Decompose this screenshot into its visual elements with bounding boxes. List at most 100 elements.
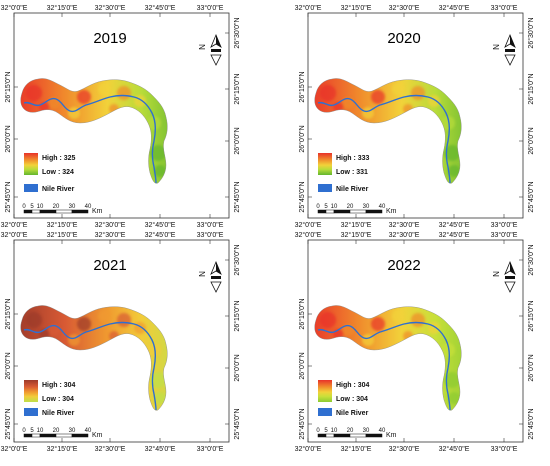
scale-tick-label: 0	[316, 204, 320, 210]
scale-tick-label: 10	[331, 428, 338, 434]
longitude-label-bottom: 32°15'0"E	[47, 445, 78, 453]
scale-tick-label: 5	[324, 428, 328, 434]
longitude-label-top: 32°30'0"E	[95, 4, 126, 12]
longitude-label-bottom: 32°15'0"E	[47, 221, 78, 229]
longitude-label-bottom: 32°30'0"E	[95, 221, 126, 229]
longitude-label-bottom: 32°45'0"E	[145, 445, 176, 453]
longitude-label-bottom: 32°0'0"E	[295, 445, 322, 453]
scale-tick-label: 5	[30, 428, 34, 434]
value-legend: High : 304 Low : 304	[318, 380, 370, 403]
longitude-label-bottom: 32°30'0"E	[95, 445, 126, 453]
longitude-label-bottom: 33°0'0"E	[197, 221, 224, 229]
latitude-label-left: 26°15'0"N	[298, 298, 306, 329]
nile-river-line	[317, 94, 451, 184]
map-year-title: 2020	[387, 30, 420, 47]
scale-tick-label: 40	[379, 204, 386, 210]
latitude-label-right: 26°0'0"N	[233, 127, 241, 154]
scale-unit-label: Km	[386, 208, 397, 215]
map-frame	[13, 12, 230, 219]
legend-low-label: Low : 304	[42, 396, 74, 403]
latitude-label-right: 26°15'0"N	[527, 300, 535, 331]
latitude-label-left: 25°45'0"N	[4, 408, 12, 439]
top-longitude-labels: 32°0'0"E 32°15'0"E 32°30'0"E 32°45'0"E 33°0'…	[1, 4, 224, 12]
latitude-label-right: 26°15'0"N	[233, 300, 241, 331]
longitude-label-bottom: 32°45'0"E	[439, 445, 470, 453]
longitude-label-top: 32°15'0"E	[47, 4, 78, 12]
map-panel-2019: 2019 N High : 325 Low : 324 Nile River 0 5 10 20…	[1, 4, 241, 229]
scale-tick-label: 5	[30, 204, 34, 210]
latitude-label-right: 26°0'0"N	[527, 354, 535, 381]
longitude-label-bottom: 32°0'0"E	[1, 445, 28, 453]
scale-tick-label: 0	[316, 428, 320, 434]
longitude-label-top: 32°0'0"E	[295, 231, 322, 239]
scale-tick-label: 5	[324, 204, 328, 210]
legend-high-label: High : 333	[336, 155, 370, 162]
longitude-label-bottom: 32°30'0"E	[389, 221, 420, 229]
longitude-label-top: 32°0'0"E	[295, 4, 322, 12]
scale-tick-label: 10	[37, 204, 44, 210]
longitude-label-top: 32°15'0"E	[341, 4, 372, 12]
latitude-label-left: 26°0'0"N	[4, 125, 12, 152]
top-longitude-labels: 32°0'0"E 32°15'0"E 32°30'0"E 32°45'0"E 33°0'…	[295, 231, 518, 239]
scale-tick-label: 10	[331, 204, 338, 210]
longitude-label-bottom: 33°0'0"E	[197, 445, 224, 453]
longitude-label-bottom: 32°45'0"E	[145, 221, 176, 229]
legend-low-label: Low : 324	[42, 169, 74, 176]
river-legend: Nile River	[318, 184, 369, 193]
legend-high-label: High : 304	[336, 382, 370, 389]
longitude-label-top: 32°0'0"E	[1, 231, 28, 239]
river-legend: Nile River	[24, 184, 75, 193]
north-arrow-icon: N	[198, 33, 222, 66]
scale-tick-label: 30	[363, 428, 370, 434]
river-legend-label: Nile River	[42, 410, 75, 417]
value-legend: High : 304 Low : 304	[24, 380, 76, 403]
map-year-title: 2021	[93, 257, 126, 274]
longitude-label-top: 32°0'0"E	[1, 4, 28, 12]
top-longitude-labels: 32°0'0"E 32°15'0"E 32°30'0"E 32°45'0"E 33°0'…	[1, 231, 224, 239]
latitude-label-right: 26°0'0"N	[527, 127, 535, 154]
bottom-longitude-labels: 32°0'0"E 32°15'0"E 32°30'0"E 32°45'0"E 33°0'…	[295, 445, 518, 453]
scale-tick-label: 30	[363, 204, 370, 210]
map-year-title: 2019	[93, 30, 126, 47]
scale-tick-label: 0	[22, 428, 26, 434]
longitude-label-top: 32°15'0"E	[341, 231, 372, 239]
longitude-label-bottom: 32°15'0"E	[341, 445, 372, 453]
longitude-label-bottom: 32°15'0"E	[341, 221, 372, 229]
legend-low-label: Low : 331	[336, 169, 368, 176]
scale-tick-label: 10	[37, 428, 44, 434]
scale-tick-label: 30	[69, 204, 76, 210]
scale-tick-label: 0	[22, 204, 26, 210]
legend-high-label: High : 304	[42, 382, 76, 389]
latitude-label-right: 26°30'0"N	[527, 244, 535, 275]
longitude-label-top: 32°15'0"E	[47, 231, 78, 239]
scale-unit-label: Km	[92, 432, 103, 439]
latitude-label-right: 25°45'0"N	[527, 408, 535, 439]
river-legend: Nile River	[24, 408, 75, 417]
longitude-label-top: 32°45'0"E	[439, 231, 470, 239]
north-label: N	[492, 271, 501, 277]
scale-tick-label: 40	[85, 204, 92, 210]
bottom-longitude-labels: 32°0'0"E 32°15'0"E 32°30'0"E 32°45'0"E 33°0'…	[1, 221, 224, 229]
latitude-label-right: 26°30'0"N	[233, 17, 241, 48]
nile-river-line	[23, 94, 157, 184]
longitude-label-top: 33°0'0"E	[491, 4, 518, 12]
river-legend-label: Nile River	[42, 186, 75, 193]
latitude-label-right: 26°0'0"N	[233, 354, 241, 381]
latitude-label-left: 25°45'0"N	[4, 181, 12, 212]
longitude-label-bottom: 33°0'0"E	[491, 221, 518, 229]
longitude-label-bottom: 32°45'0"E	[439, 221, 470, 229]
north-arrow-icon: N	[492, 260, 516, 293]
scale-tick-label: 40	[379, 428, 386, 434]
scale-tick-label: 20	[347, 428, 354, 434]
scale-tick-label: 20	[347, 204, 354, 210]
bottom-longitude-labels: 32°0'0"E 32°15'0"E 32°30'0"E 32°45'0"E 33°0'…	[1, 445, 224, 453]
longitude-label-top: 33°0'0"E	[197, 231, 224, 239]
latitude-label-right: 26°30'0"N	[527, 17, 535, 48]
scale-tick-label: 20	[53, 428, 60, 434]
latitude-label-right: 25°45'0"N	[233, 408, 241, 439]
scale-tick-label: 20	[53, 204, 60, 210]
